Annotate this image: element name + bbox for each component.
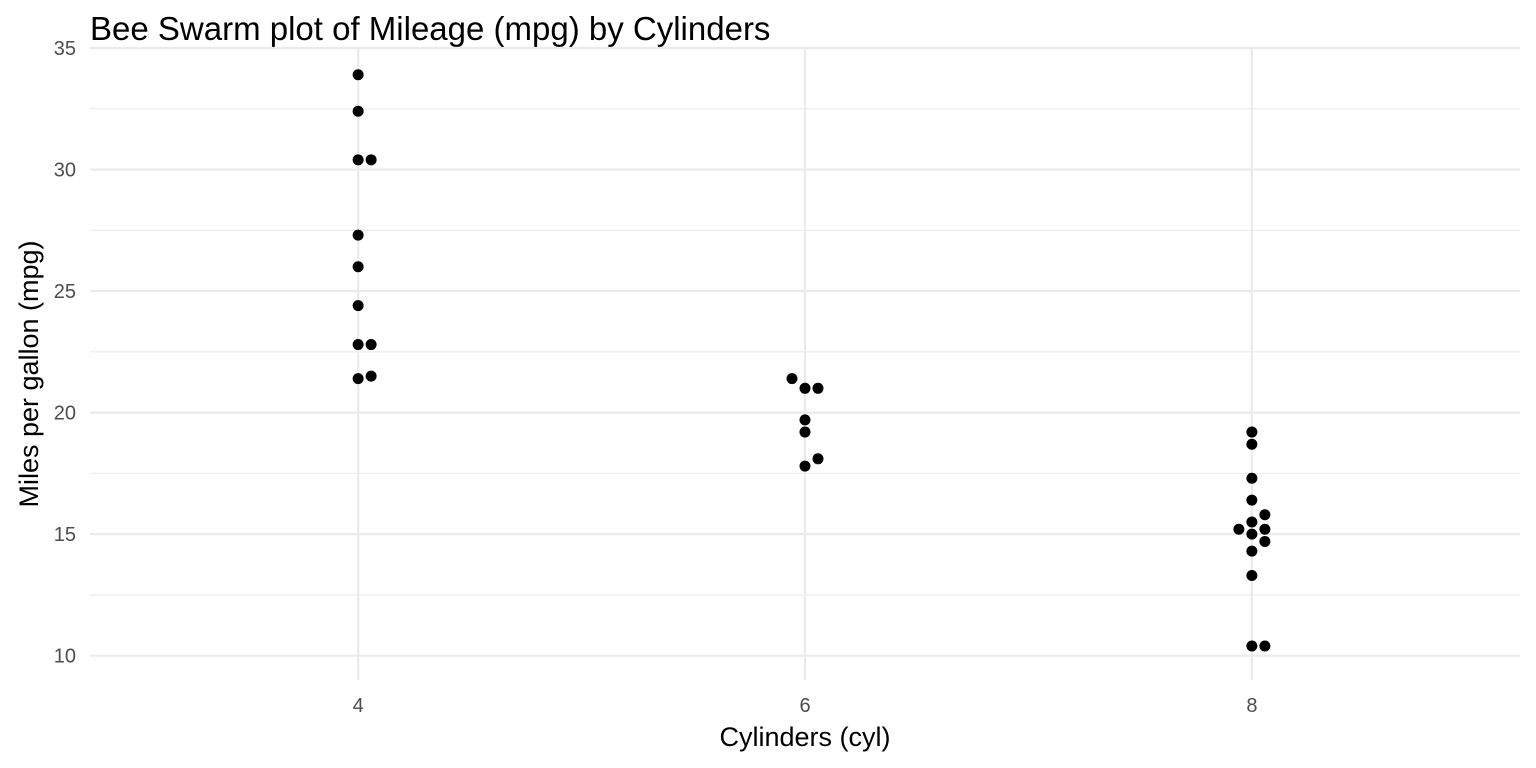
data-point (1233, 523, 1245, 535)
data-point (352, 339, 364, 351)
data-point (786, 373, 798, 385)
x-tick-label: 8 (1246, 695, 1257, 717)
data-point (799, 460, 811, 472)
data-point (799, 382, 811, 394)
x-tick-label: 4 (353, 695, 364, 717)
data-point (1246, 494, 1258, 506)
y-tick-label: 20 (54, 403, 76, 425)
data-point (352, 69, 364, 81)
data-point (1259, 640, 1271, 652)
y-tick-label: 30 (54, 160, 76, 182)
y-tick-label: 25 (54, 281, 76, 303)
grid (90, 46, 1520, 680)
tick-labels: 10 15 20 25 30 35 4 6 8 (54, 38, 1258, 717)
y-axis-title: Miles per gallon (mpg) (14, 240, 44, 507)
data-point (1246, 528, 1258, 540)
data-point (1246, 426, 1258, 438)
data-point (1246, 569, 1258, 581)
x-axis-title: Cylinders (cyl) (719, 722, 890, 752)
data-point (352, 300, 364, 312)
x-tick-label: 6 (799, 695, 810, 717)
data-point (1246, 640, 1258, 652)
data-point (352, 105, 364, 117)
data-point (352, 154, 364, 166)
data-point (812, 453, 824, 465)
data-point (352, 261, 364, 273)
data-point (365, 154, 377, 166)
data-point (799, 414, 811, 426)
data-point (1259, 509, 1271, 521)
data-point (1259, 535, 1271, 547)
data-points (352, 69, 1271, 652)
data-point (1246, 516, 1258, 528)
data-point (799, 426, 811, 438)
data-point (352, 229, 364, 241)
y-tick-label: 15 (54, 524, 76, 546)
data-point (1246, 545, 1258, 557)
data-point (365, 370, 377, 382)
y-tick-label: 35 (54, 38, 76, 60)
chart-title: Bee Swarm plot of Mileage (mpg) by Cylin… (90, 10, 770, 47)
data-point (365, 339, 377, 351)
data-point (1246, 472, 1258, 484)
y-tick-label: 10 (54, 646, 76, 668)
data-point (352, 373, 364, 385)
data-point (812, 382, 824, 394)
data-point (1259, 523, 1271, 535)
data-point (1246, 438, 1258, 450)
